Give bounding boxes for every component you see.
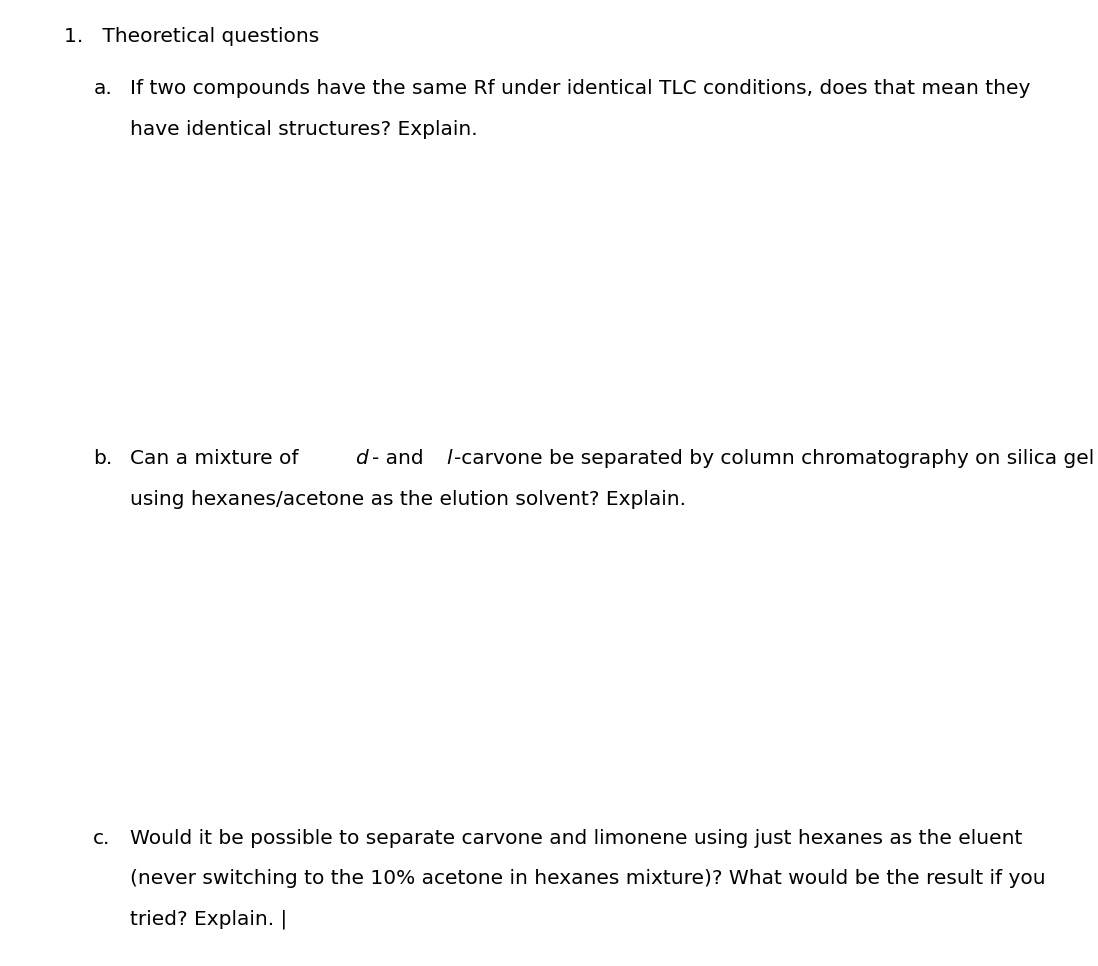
Text: -carvone be separated by column chromatography on silica gel: -carvone be separated by column chromato… [453, 449, 1094, 469]
Text: l: l [447, 449, 452, 469]
Text: (never switching to the 10% acetone in hexanes mixture)? What would be the resul: (never switching to the 10% acetone in h… [130, 869, 1045, 889]
Text: tried? Explain. |: tried? Explain. | [130, 910, 287, 929]
Text: have identical structures? Explain.: have identical structures? Explain. [130, 120, 478, 139]
Text: d: d [356, 449, 368, 469]
Text: If two compounds have the same Rf under identical TLC conditions, does that mean: If two compounds have the same Rf under … [130, 79, 1030, 99]
Text: 1.   Theoretical questions: 1. Theoretical questions [64, 27, 318, 46]
Text: - and: - and [371, 449, 429, 469]
Text: Would it be possible to separate carvone and limonene using just hexanes as the : Would it be possible to separate carvone… [130, 829, 1022, 848]
Text: c.: c. [93, 829, 111, 848]
Text: using hexanes/acetone as the elution solvent? Explain.: using hexanes/acetone as the elution sol… [130, 490, 685, 509]
Text: Can a mixture of: Can a mixture of [130, 449, 304, 469]
Text: a.: a. [93, 79, 112, 99]
Text: b.: b. [93, 449, 113, 469]
